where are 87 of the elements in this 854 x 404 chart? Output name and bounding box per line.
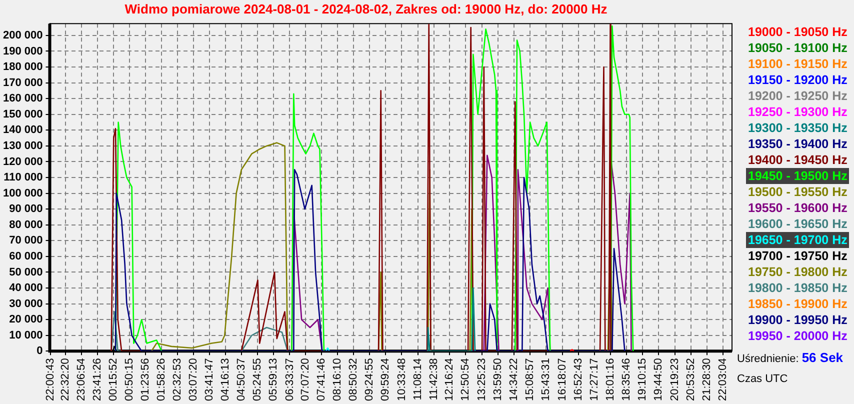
x-tick-label: 05:59:13 xyxy=(268,358,280,402)
y-tick-label: 100 000 xyxy=(2,187,43,200)
x-tick-label: 03:07:20 xyxy=(188,358,200,402)
x-tick-label: 01:23:56 xyxy=(139,358,152,402)
x-tick-label: 22:00:43 xyxy=(44,358,57,402)
x-tick-label: 05:24:55 xyxy=(252,358,264,402)
y-tick-label: 40 000 xyxy=(9,282,43,294)
text: 19600 - 19650 Hz xyxy=(748,216,848,232)
y-tick-label: 120 000 xyxy=(2,156,43,168)
x-tick-label: 06:33:37 xyxy=(284,358,296,402)
x-tick-label: 22:03:04 xyxy=(717,358,730,402)
y-tick-label: 50 000 xyxy=(9,266,43,278)
x-tick-label: 02:32:53 xyxy=(172,358,184,402)
x-tick-label: 07:07:20 xyxy=(299,358,312,402)
text: 19700 - 19750 Hz xyxy=(748,248,848,264)
y-tick-label: 200 000 xyxy=(2,29,43,42)
x-tick-label: 14:34:22 xyxy=(508,358,520,402)
y-tick-label: 60 000 xyxy=(9,250,43,262)
x-tick-label: 08:50:32 xyxy=(348,358,360,402)
text: 19400 - 19450 Hz xyxy=(748,152,848,168)
y-tick-label: 90 000 xyxy=(9,203,43,216)
y-tick-label: 140 000 xyxy=(2,124,43,136)
x-tick-label: 18:35:46 xyxy=(620,358,633,402)
x-tick-label: 11:42:38 xyxy=(428,358,440,400)
x-tick-label: 16:52:43 xyxy=(572,358,584,402)
y-tick-label: 180 000 xyxy=(2,61,43,74)
x-tick-label: 09:59:24 xyxy=(380,358,392,402)
x-tick-label: 09:24:55 xyxy=(364,358,376,402)
y-tick-label: 0 xyxy=(36,345,43,358)
text: 19500 - 19550 Hz xyxy=(748,184,848,200)
legend-label: 19250 - 19300 Hz xyxy=(748,104,848,120)
text: 19350 - 19400 Hz xyxy=(748,136,848,152)
x-tick-label: 01:58:26 xyxy=(155,358,168,402)
x-tick-label: 04:50:37 xyxy=(236,358,248,402)
x-tick-label: 13:59:50 xyxy=(492,358,504,402)
x-tick-label: 23:41:26 xyxy=(92,358,104,402)
legend-label: 19050 - 19100 Hz xyxy=(748,40,848,56)
x-tick-label: 13:25:23 xyxy=(476,358,488,402)
y-tick-label: 130 000 xyxy=(2,140,43,152)
text: Czas UTC xyxy=(737,372,789,387)
x-tick-label: 00:15:52 xyxy=(108,358,120,402)
y-tick-label: 10 000 xyxy=(9,329,43,342)
x-tick-label: 20:53:52 xyxy=(684,358,697,402)
y-tick-label: 20 000 xyxy=(9,314,43,326)
x-tick-label: 07:41:46 xyxy=(316,358,328,402)
x-tick-label: 17:27:17 xyxy=(588,358,601,402)
text: 19450 - 19500 Hz xyxy=(746,168,850,184)
x-tick-label: 15:08:57 xyxy=(524,358,536,402)
y-tick-label: 150 000 xyxy=(2,108,43,120)
text: Uśrednienie: 56 Sek xyxy=(737,350,844,365)
x-tick-label: 00:50:15 xyxy=(124,358,136,402)
legend-label: 19800 - 19850 Hz xyxy=(748,280,848,296)
text: 19550 - 19600 Hz xyxy=(748,200,848,216)
x-tick-label: 12:50:54 xyxy=(460,358,472,402)
legend-label: 19900 - 19950 Hz xyxy=(748,312,848,328)
text: 19300 - 19350 Hz xyxy=(748,120,848,136)
x-tick-label: 19:10:15 xyxy=(636,358,649,402)
legend-label: 19850 - 19900 Hz xyxy=(748,296,848,312)
x-tick-label: 19:44:50 xyxy=(652,358,665,402)
x-tick-label: 23:06:54 xyxy=(75,358,88,402)
x-tick-label: 08:16:10 xyxy=(332,358,344,402)
y-tick-label: 160 000 xyxy=(2,92,43,105)
legend-label: 19150 - 19200 Hz xyxy=(748,72,848,88)
legend-label: 19750 - 19800 Hz xyxy=(748,264,848,280)
text: 19650 - 19700 Hz xyxy=(746,232,850,248)
y-tick-label: 170 000 xyxy=(2,76,43,89)
x-tick-label: 10:33:48 xyxy=(396,358,408,402)
legend-label: 19950 - 20000 Hz xyxy=(748,328,848,344)
y-tick-label: 190 000 xyxy=(2,45,43,58)
x-tick-label: 15:43:31 xyxy=(540,358,552,402)
x-tick-label: 11:08:14 xyxy=(412,358,424,400)
legend-label: 19100 - 19150 Hz xyxy=(748,56,848,72)
y-tick-label: 80 000 xyxy=(9,218,43,231)
x-tick-label: 20:19:23 xyxy=(668,358,681,402)
x-tick-label: 03:41:47 xyxy=(204,358,216,402)
x-tick-label: 22:32:20 xyxy=(59,358,72,402)
x-tick-label: 21:28:30 xyxy=(701,358,714,402)
x-tick-label: 16:18:07 xyxy=(556,358,568,402)
y-tick-label: 30 000 xyxy=(9,298,43,310)
chart-title: Widmo pomiarowe 2024-08-01 - 2024-08-02, Zakres od: 19000 Hz, do: 20000 Hz xyxy=(124,1,608,16)
legend-label: 19200 - 19250 Hz xyxy=(748,88,848,104)
y-tick-label: 110 000 xyxy=(4,172,43,184)
x-tick-label: 12:16:24 xyxy=(444,358,456,402)
text: 19000 - 19050 Hz xyxy=(748,24,848,40)
x-tick-label: 04:16:13 xyxy=(220,358,232,402)
x-tick-label: 18:01:16 xyxy=(604,358,616,402)
y-tick-label: 70 000 xyxy=(9,234,43,247)
